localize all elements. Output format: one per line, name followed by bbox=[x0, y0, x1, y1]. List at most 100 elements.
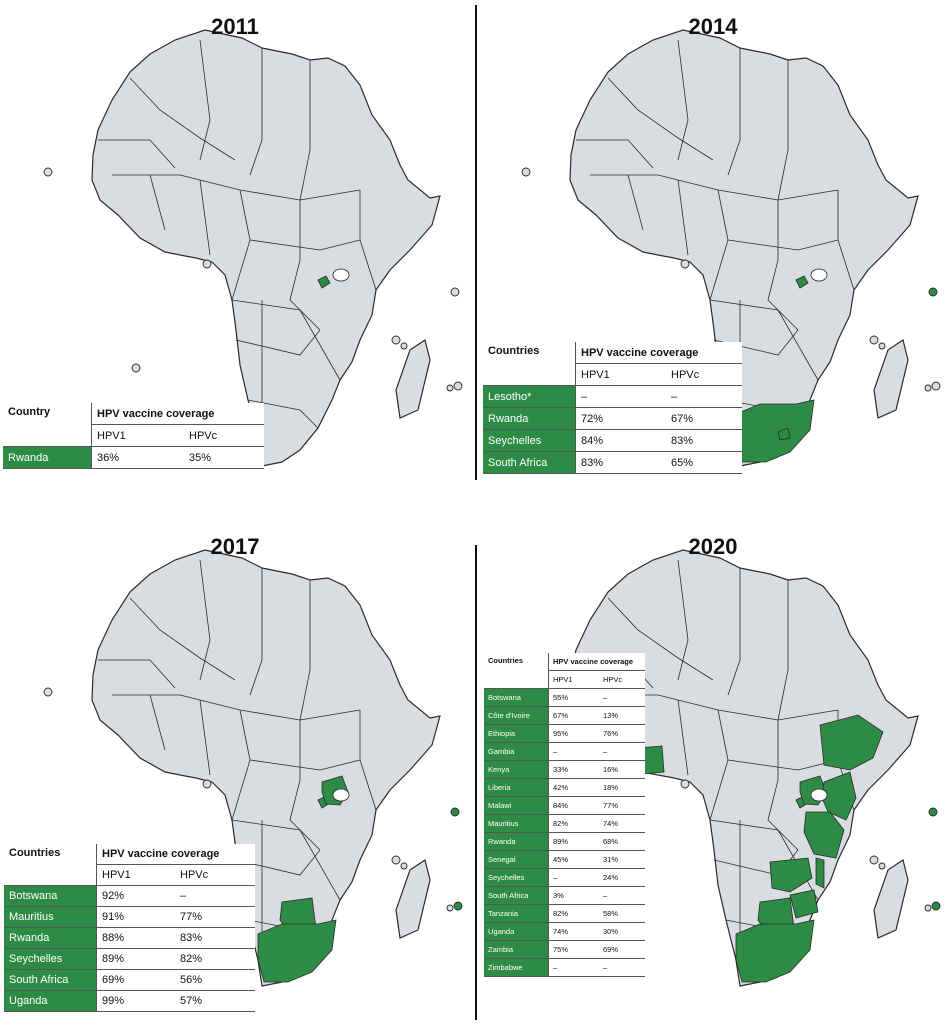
table-subheader-row: HPV1 HPVc bbox=[3, 424, 264, 447]
highlighted-country-ethiopia bbox=[819, 714, 884, 771]
country-border bbox=[249, 239, 361, 251]
map-panel-2017: 2017 bbox=[0, 520, 470, 1025]
hpvc-cell: 76% bbox=[599, 724, 645, 743]
hpvc-cell: – bbox=[666, 385, 742, 408]
madagascar bbox=[395, 859, 431, 939]
highlighted-country-zambia bbox=[769, 857, 813, 893]
table-row: Mauritius 91% 77% bbox=[4, 906, 255, 928]
col-hpv1-header: HPV1 bbox=[91, 424, 184, 447]
country-cell: Rwanda bbox=[4, 927, 97, 949]
col-country-header: Country bbox=[3, 403, 92, 447]
hpvc-cell: 35% bbox=[184, 446, 264, 469]
country-cell: South Africa bbox=[484, 886, 549, 905]
country-border bbox=[149, 694, 166, 751]
africa-map bbox=[0, 520, 470, 1025]
country-border bbox=[199, 179, 211, 256]
madagascar bbox=[873, 339, 909, 419]
coverage-table-2011: Country HPV vaccine coverage HPV1 HPVc Rwand… bbox=[3, 403, 264, 469]
country-cell: Seychelles bbox=[484, 868, 549, 887]
table-row: Botswana 55% – bbox=[484, 688, 645, 707]
highlighted-country-rwanda bbox=[317, 275, 331, 289]
hpv1-cell: 42% bbox=[548, 778, 599, 797]
hpv1-cell: 67% bbox=[548, 706, 599, 725]
island-marker bbox=[202, 259, 212, 269]
highlighted-country-south-africa bbox=[257, 919, 337, 983]
country-border bbox=[677, 699, 689, 776]
country-cell: Malawi bbox=[484, 796, 549, 815]
hpv1-cell: 45% bbox=[548, 850, 599, 869]
hpvc-cell: 67% bbox=[666, 407, 742, 430]
table-row: Seychelles 89% 82% bbox=[4, 948, 255, 970]
africa-landmass bbox=[569, 29, 919, 467]
country-cell: Mauritius bbox=[484, 814, 549, 833]
country-cell: Uganda bbox=[484, 922, 549, 941]
hpvc-cell: 24% bbox=[599, 868, 645, 887]
map-panel-2011: 2011 bbox=[0, 0, 470, 505]
country-cell: Rwanda bbox=[3, 446, 92, 469]
hpvc-cell: 83% bbox=[666, 429, 742, 452]
hpvc-cell: 83% bbox=[175, 927, 255, 949]
country-border bbox=[299, 60, 311, 201]
hpv1-cell: 89% bbox=[548, 832, 599, 851]
table-header-row: Countries HPV vaccine coverage bbox=[484, 653, 645, 689]
map-panel-2014: 2014 bbox=[478, 0, 948, 505]
hpv1-cell: – bbox=[548, 958, 599, 977]
island-mauritius bbox=[453, 901, 463, 911]
col-hpvc-header: HPVc bbox=[175, 864, 255, 886]
hpvc-cell: 13% bbox=[599, 706, 645, 725]
hpv1-cell: 83% bbox=[575, 451, 666, 474]
col-hpvc-header: HPVc bbox=[184, 424, 264, 447]
island-marker bbox=[924, 384, 932, 392]
country-border bbox=[199, 559, 211, 681]
table-row: Senegal 45% 31% bbox=[484, 850, 645, 869]
country-border bbox=[767, 720, 799, 851]
country-border bbox=[727, 239, 839, 251]
hpv1-cell: 74% bbox=[548, 922, 599, 941]
hpv1-cell: 95% bbox=[548, 724, 599, 743]
country-cell: Gambia bbox=[484, 742, 549, 761]
island-seychelles bbox=[928, 807, 938, 817]
highlighted-country-tanzania bbox=[803, 811, 845, 859]
table-row: Botswana 92% – bbox=[4, 885, 255, 907]
hpv1-cell: 88% bbox=[96, 927, 175, 949]
table-row: Gambia – – bbox=[484, 742, 645, 761]
madagascar bbox=[395, 339, 431, 419]
hpvc-cell: – bbox=[599, 886, 645, 905]
table-row: Seychelles –24% bbox=[484, 868, 645, 887]
country-border bbox=[98, 139, 176, 169]
highlighted-country-lesotho bbox=[777, 427, 791, 441]
island-marker bbox=[446, 384, 454, 392]
table-header-row: Countries HPV vaccine coverage bbox=[483, 342, 742, 386]
country-border bbox=[767, 200, 799, 331]
hpvc-cell: 31% bbox=[599, 850, 645, 869]
madagascar bbox=[873, 859, 909, 939]
table-row: Zimbabwe – – bbox=[484, 958, 645, 977]
highlighted-country-rwanda bbox=[795, 275, 809, 289]
hpvc-cell: 82% bbox=[175, 948, 255, 970]
africa-landmass bbox=[91, 549, 441, 987]
col-country-header: Countries bbox=[4, 844, 97, 886]
country-border bbox=[149, 174, 166, 231]
island-mauritius bbox=[931, 901, 941, 911]
country-border bbox=[231, 819, 341, 901]
col-hpv1-header: HPV1 bbox=[548, 670, 599, 689]
table-row: Zambia 75% 69% bbox=[484, 940, 645, 959]
table-row: South Africa 69% 56% bbox=[4, 969, 255, 991]
hpv1-cell: 89% bbox=[96, 948, 175, 970]
island-marker bbox=[43, 687, 53, 697]
country-border bbox=[607, 77, 714, 161]
table-header-row: Countries HPV vaccine coverage bbox=[4, 844, 255, 886]
country-border bbox=[677, 559, 689, 681]
country-border bbox=[576, 139, 654, 169]
country-border bbox=[249, 759, 361, 771]
hpvc-cell: – bbox=[175, 885, 255, 907]
country-cell: Rwanda bbox=[483, 407, 576, 430]
coverage-table-2014: Countries HPV vaccine coverage HPV1 HPVc Les… bbox=[483, 342, 742, 474]
col-hpv1-header: HPV1 bbox=[575, 363, 666, 386]
island-seychelles bbox=[928, 287, 938, 297]
hpv1-cell: 92% bbox=[96, 885, 175, 907]
col-hpv1-header: HPV1 bbox=[96, 864, 175, 886]
hpv1-cell: 82% bbox=[548, 904, 599, 923]
africa-map-svg bbox=[43, 549, 463, 987]
hpvc-cell: 77% bbox=[599, 796, 645, 815]
